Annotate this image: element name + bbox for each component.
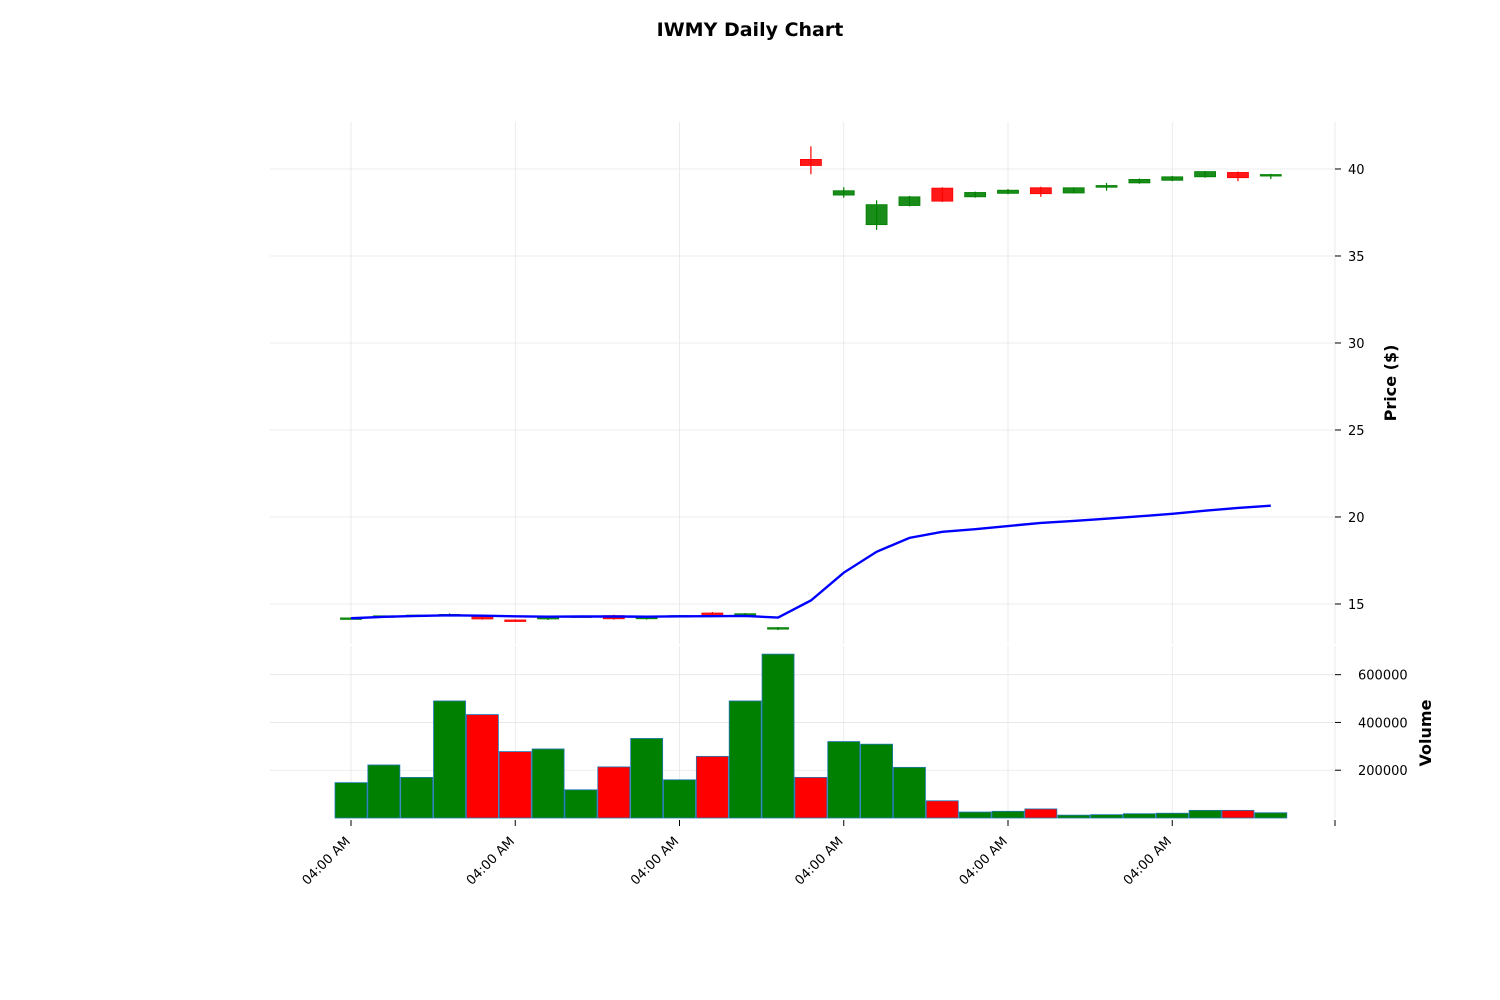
volume-bar-up <box>1254 812 1288 819</box>
volume-bar-up <box>564 789 598 819</box>
candle-up <box>1161 176 1184 181</box>
volume-tick-label: 600000 <box>1358 669 1408 684</box>
candle-down <box>504 619 527 622</box>
volume-tick-label: 400000 <box>1358 716 1408 731</box>
volume-bar-down <box>925 800 959 819</box>
volume-bar-down <box>597 766 631 819</box>
price-tick-label: 20 <box>1348 511 1365 526</box>
candle-up <box>1095 185 1118 188</box>
candle-up <box>997 189 1019 194</box>
candle-down <box>931 187 954 202</box>
volume-bar-up <box>728 700 762 819</box>
candle-up <box>865 204 888 226</box>
x-tick-label: 04:00 AM <box>1121 834 1175 888</box>
candle-up <box>964 192 987 198</box>
volume-bar-up <box>991 810 1025 819</box>
volume-bar-down <box>695 755 729 819</box>
candle-up <box>1259 174 1282 177</box>
x-axis: 04:00 AM 04:00 AM 04:00 AM 04:00 AM 04:00 AM… <box>300 820 1336 888</box>
volume-bar-down <box>1221 809 1255 819</box>
volume-bar-up <box>1090 814 1123 819</box>
volume-bar-up <box>1155 812 1189 819</box>
volume-bar-up <box>761 653 795 819</box>
price-axis-label: Price ($) <box>1381 345 1400 422</box>
candle-down <box>800 159 822 166</box>
price-tick-label: 40 <box>1348 163 1365 178</box>
x-tick-label: 04:00 AM <box>464 834 518 888</box>
volume-bar-up <box>1057 814 1091 819</box>
chart-title: IWMY Daily Chart <box>657 19 844 41</box>
candle-down <box>1227 172 1249 179</box>
volume-bar-down <box>465 714 499 819</box>
candle-up <box>832 190 855 196</box>
volume-bar-up <box>334 782 368 819</box>
volume-axis: 200000 400000 600000 <box>1335 669 1408 779</box>
moving-average-line <box>350 504 1271 620</box>
candle-down <box>1029 187 1052 195</box>
volume-bar-up <box>367 764 401 819</box>
volume-bar-up <box>400 776 434 819</box>
volume-bar-up <box>1123 813 1156 819</box>
volume-bar-up <box>1188 809 1222 819</box>
volume-bar-down <box>498 751 532 819</box>
x-tick-label: 04:00 AM <box>628 834 682 888</box>
volume-bar-down <box>794 776 828 819</box>
x-tick-label: 04:00 AM <box>957 834 1011 888</box>
volume-bar-up <box>433 700 466 819</box>
volume-bar-up <box>827 741 861 819</box>
price-axis: 15 20 25 30 35 40 <box>1335 163 1365 613</box>
volume-bar-up <box>958 811 992 819</box>
volume-bar-up <box>860 743 893 819</box>
volume-bar-down <box>1024 808 1058 819</box>
candle-up <box>898 196 921 206</box>
volume-tick-label: 200000 <box>1358 764 1408 779</box>
candle-up <box>767 627 789 630</box>
price-candles <box>340 146 1282 631</box>
moving-average-layer <box>350 504 1271 620</box>
price-tick-label: 35 <box>1348 250 1365 265</box>
volume-bar-up <box>630 738 664 819</box>
price-tick-label: 15 <box>1348 598 1365 613</box>
volume-bar-up <box>893 766 926 819</box>
volume-axis-label: Volume <box>1416 699 1435 766</box>
volume-bars <box>334 653 1288 819</box>
price-grid <box>270 122 1336 644</box>
x-tick-label: 04:00 AM <box>792 834 846 888</box>
candle-up <box>1062 187 1085 194</box>
volume-bar-up <box>663 779 696 819</box>
candle-up <box>1128 179 1151 184</box>
candle-up <box>1194 171 1216 178</box>
price-tick-label: 30 <box>1348 337 1365 352</box>
price-tick-label: 25 <box>1348 424 1365 439</box>
volume-bar-up <box>531 748 565 819</box>
x-tick-label: 04:00 AM <box>300 834 354 888</box>
